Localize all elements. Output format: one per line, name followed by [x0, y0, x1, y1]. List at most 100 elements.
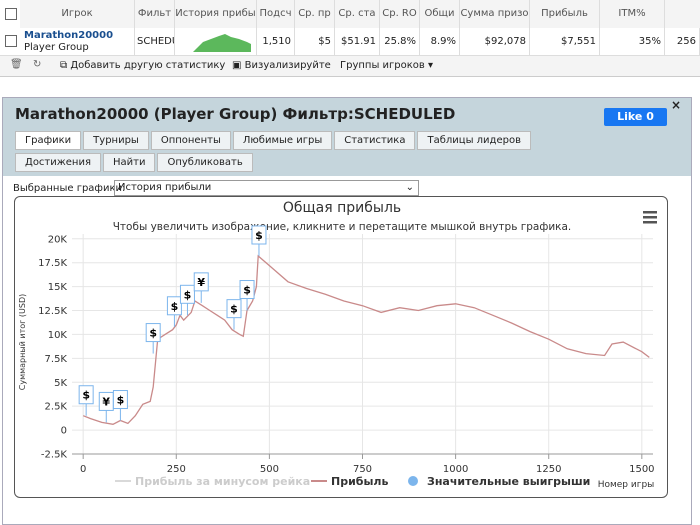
big-win-marker: [251, 225, 267, 245]
big-win-marker: [112, 390, 128, 410]
chart-select[interactable]: История прибыли ⌄: [114, 180, 419, 196]
y-tick-label: -2.5K: [41, 450, 68, 461]
marker-label: $: [171, 300, 179, 313]
y-tick-label: 7.5K: [45, 354, 68, 365]
y-tick-label: 5K: [54, 378, 67, 389]
select-value: История прибыли: [118, 182, 212, 193]
x-axis-label: Номер игры: [598, 480, 655, 490]
column-header: Ср. пр: [295, 0, 335, 28]
column-header: Прибыль: [530, 0, 600, 28]
marker-label: $: [149, 327, 157, 340]
stat-cell: 8.9%: [420, 28, 460, 55]
tab[interactable]: Оппоненты: [150, 131, 231, 150]
header-checkbox: [5, 8, 17, 20]
tab[interactable]: Таблицы лидеров: [417, 131, 531, 150]
menu-icon[interactable]: [643, 211, 657, 224]
add-stat[interactable]: ⧉ Добавить другую статистику: [60, 60, 226, 71]
y-tick-label: 12.5K: [38, 306, 67, 317]
column-header: Общи: [420, 0, 460, 28]
stat-cell: 35%: [600, 28, 665, 55]
marker-label: ¥: [102, 395, 110, 408]
chart: Общая прибыль Чтобы увеличить изображени…: [14, 196, 668, 498]
toolbar-text: Группы игроков: [340, 60, 425, 71]
stat-cell: $51.91: [335, 28, 380, 55]
stats-table: Игрок Фильт История прибы Подсч Ср. пр Ср. ст…: [0, 0, 700, 77]
tabs: Графики Турниры Оппоненты Любимые игры Стати…: [15, 131, 605, 175]
column-header: Ср. ста: [335, 0, 380, 28]
tab[interactable]: Любимые игры: [232, 131, 333, 150]
big-win-marker: [179, 284, 195, 304]
toolbar-text: Визуализируйте: [244, 60, 331, 71]
player-name: Marathon20000: [24, 30, 114, 41]
stat-cell: 1,510: [257, 28, 295, 55]
marker-label: ¥: [197, 276, 205, 289]
tab[interactable]: Турниры: [83, 131, 149, 150]
y-tick-label: 0: [61, 426, 67, 437]
tab[interactable]: Статистика: [334, 131, 416, 150]
stat-cell: 256: [665, 28, 700, 55]
tab[interactable]: Найти: [102, 153, 156, 172]
column-header: Подсч: [257, 0, 295, 28]
player-group: Player Group: [24, 42, 89, 53]
tab[interactable]: Опубликовать: [157, 153, 253, 172]
column-header: ITM%: [600, 0, 665, 28]
x-tick-label: 1500: [629, 464, 654, 475]
stat-cell: $7,551: [530, 28, 600, 55]
stat-cell: 25.8%: [380, 28, 420, 55]
x-tick-label: 1250: [536, 464, 561, 475]
y-tick-label: 2.5K: [45, 402, 68, 413]
visualize[interactable]: ▣ Визуализируйте: [232, 60, 331, 71]
chart-title: Общая прибыль: [283, 200, 401, 216]
sparkline-cell: [175, 28, 257, 55]
y-tick-label: 10K: [48, 330, 68, 341]
big-win-marker: [226, 299, 242, 319]
like-button[interactable]: Like 0: [604, 108, 667, 126]
marker-label: $: [184, 288, 192, 301]
legend-label[interactable]: Прибыль: [331, 475, 388, 488]
column-header: Игрок: [20, 0, 135, 28]
x-tick-label: 500: [260, 464, 279, 475]
panel-title: Marathon20000 (Player Group) Фильтр:SCHE…: [15, 105, 456, 123]
column-header: Ср. RO: [380, 0, 420, 28]
x-tick-label: 250: [167, 464, 186, 475]
marker-label: $: [243, 284, 251, 297]
big-win-marker: [78, 385, 94, 405]
profit-line: [82, 254, 650, 425]
legend-label[interactable]: Значительные выигрыши: [427, 475, 590, 488]
marker-label: $: [82, 389, 90, 402]
x-tick-label: 0: [80, 464, 86, 475]
x-tick-label: 1000: [443, 464, 468, 475]
marker-label: $: [117, 394, 125, 407]
y-tick-label: 15K: [48, 282, 68, 293]
y-tick-label: 20K: [48, 234, 68, 245]
tab[interactable]: Графики: [15, 131, 82, 150]
stat-cell: $92,078: [460, 28, 530, 55]
trash-icon[interactable]: 🗑: [10, 59, 23, 70]
chart-subtitle: Чтобы увеличить изображение, кликните и …: [113, 221, 572, 233]
row-checkbox[interactable]: [5, 35, 17, 47]
big-win-marker: [166, 296, 182, 316]
marker-label: $: [230, 303, 238, 316]
header-end: [665, 0, 700, 28]
player-groups[interactable]: Группы игроков ▾: [340, 60, 433, 71]
stat-cell: $5: [295, 28, 335, 55]
player-cell: Marathon20000 Player Group: [20, 28, 135, 55]
refresh-icon[interactable]: ↻: [33, 59, 42, 70]
big-win-marker: [145, 323, 161, 343]
close-icon[interactable]: ×: [671, 98, 682, 112]
toolbar: 🗑 ↻ ⧉ Добавить другую статистику ▣ Визуа…: [0, 55, 700, 76]
legend-label[interactable]: Прибыль за минусом рейка: [135, 475, 310, 488]
x-tick-label: 750: [353, 464, 372, 475]
selector-label: Выбранные графики:: [13, 183, 126, 194]
tab[interactable]: Достижения: [15, 153, 101, 172]
y-tick-label: 17.5K: [38, 258, 67, 269]
marker-label: $: [255, 229, 263, 242]
y-axis-label: Суммарный итог (USD): [18, 294, 27, 391]
sparkline: [193, 34, 251, 52]
big-win-marker: [239, 280, 255, 300]
toolbar-text: Добавить другую статистику: [70, 60, 226, 71]
column-header: История прибы: [175, 0, 257, 28]
legend-symbol: [408, 476, 418, 486]
big-win-marker: [193, 272, 209, 292]
